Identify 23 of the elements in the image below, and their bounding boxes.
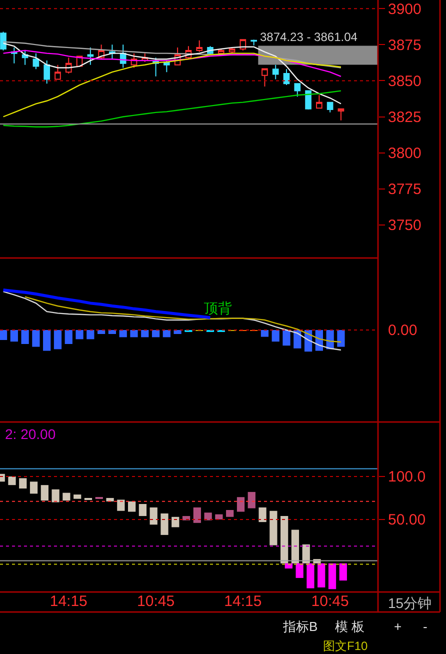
ref-line-label: 0.00 <box>388 322 418 339</box>
text: 15分钟 <box>388 595 432 611</box>
text: 模 板 <box>335 619 365 634</box>
y-tick-label: 3825 <box>388 109 422 126</box>
y-tick-label: 3900 <box>388 0 422 18</box>
text: 指标B <box>282 619 318 634</box>
y-tick-label: 100.0 <box>388 468 426 486</box>
x-tick-label: 14:15 <box>50 593 88 610</box>
text: - <box>423 619 428 634</box>
y-tick-label: 3850 <box>388 72 422 90</box>
y-tick-label: 50.00 <box>388 512 426 529</box>
y-tick-label: 3775 <box>388 181 422 198</box>
y-tick-label: 3750 <box>388 217 422 234</box>
y-tick-label: 3875 <box>388 36 422 54</box>
annotation: 2: 20.00 <box>5 426 56 442</box>
text: + <box>394 619 402 634</box>
x-tick-label: 10:45 <box>137 593 175 610</box>
annotation: 顶背 <box>204 300 232 316</box>
text: 图文F10 <box>323 639 368 653</box>
x-tick-label: 10:45 <box>311 593 349 610</box>
x-tick-label: 14:15 <box>224 593 262 610</box>
band-label: 3874.23 - 3861.04 <box>260 30 358 44</box>
y-tick-label: 3800 <box>388 145 422 162</box>
